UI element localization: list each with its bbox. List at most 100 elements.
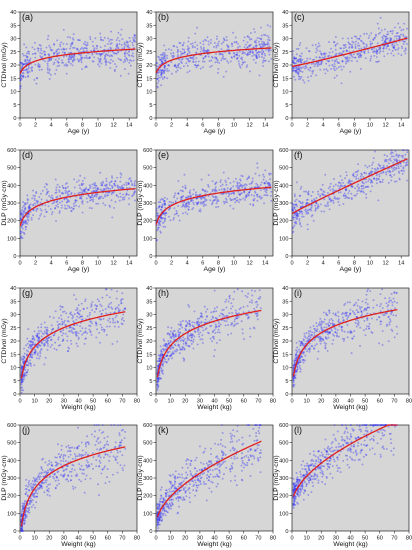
data-point	[126, 59, 129, 62]
data-point	[342, 47, 345, 50]
data-point	[38, 217, 40, 220]
data-point	[89, 187, 91, 189]
data-point	[26, 194, 29, 197]
data-point	[331, 322, 334, 325]
data-point	[67, 320, 70, 323]
data-point	[76, 48, 79, 51]
data-point	[295, 53, 298, 56]
data-point	[387, 181, 390, 184]
data-point	[234, 201, 237, 204]
data-point	[58, 186, 61, 188]
data-point	[387, 304, 390, 307]
data-point	[211, 331, 214, 334]
data-point	[166, 70, 168, 73]
data-point	[231, 305, 234, 308]
data-point	[190, 332, 193, 335]
data-point	[396, 332, 399, 335]
data-point	[89, 320, 92, 323]
data-point	[395, 153, 398, 156]
data-point	[361, 190, 364, 193]
data-point	[403, 50, 406, 53]
data-point	[166, 351, 169, 354]
data-point	[124, 55, 127, 58]
data-point	[113, 52, 116, 55]
data-point	[74, 199, 77, 202]
data-point	[402, 167, 405, 170]
data-point	[160, 377, 163, 380]
data-point	[57, 61, 60, 64]
data-point	[40, 49, 43, 52]
data-point	[22, 72, 25, 75]
data-point	[371, 48, 374, 51]
data-point	[392, 46, 395, 48]
data-point	[28, 52, 31, 55]
data-point	[253, 194, 256, 197]
data-point	[239, 192, 242, 195]
data-point	[236, 57, 239, 60]
data-point	[357, 177, 360, 180]
data-point	[297, 60, 300, 63]
data-point	[216, 306, 219, 309]
data-point	[370, 317, 373, 320]
data-point	[371, 42, 374, 45]
data-point	[187, 304, 190, 306]
data-point	[242, 305, 245, 308]
data-point	[202, 205, 205, 207]
data-point	[103, 444, 106, 447]
data-point	[56, 60, 59, 63]
data-point	[105, 180, 108, 183]
data-point	[291, 209, 294, 212]
data-point	[383, 314, 386, 316]
data-point	[61, 61, 63, 64]
data-point	[127, 193, 130, 196]
data-point	[114, 63, 116, 65]
data-point	[92, 187, 95, 189]
data-point	[227, 195, 230, 198]
data-point	[81, 211, 84, 214]
data-point	[156, 82, 159, 85]
data-point	[357, 299, 360, 301]
data-point	[247, 194, 249, 197]
data-point	[314, 204, 317, 207]
data-point	[319, 50, 321, 53]
data-point	[104, 307, 107, 310]
data-point	[383, 55, 386, 58]
data-point	[128, 203, 131, 206]
y-tick-label: 40	[146, 10, 152, 16]
data-point	[67, 52, 70, 55]
data-point	[187, 208, 190, 211]
data-point	[258, 196, 261, 199]
data-point	[226, 187, 229, 190]
data-point	[379, 50, 382, 53]
data-point	[327, 195, 330, 198]
data-point	[72, 59, 75, 62]
data-point	[263, 175, 266, 178]
data-point	[356, 311, 359, 314]
data-point	[105, 59, 108, 62]
data-point	[67, 330, 70, 333]
data-point	[246, 305, 249, 308]
data-point	[173, 194, 176, 197]
data-point	[121, 47, 124, 50]
data-point	[172, 217, 175, 219]
data-point	[217, 322, 220, 325]
x-tick-label: 10	[231, 261, 237, 267]
data-point	[134, 180, 137, 183]
data-point	[84, 47, 87, 50]
x-tick-label: 2	[306, 261, 309, 267]
data-point	[216, 42, 219, 45]
x-tick-label: 2	[34, 261, 37, 267]
x-tick-label: 20	[46, 536, 52, 542]
x-tick-label: 0	[290, 399, 293, 405]
data-point	[329, 185, 332, 188]
data-point	[132, 36, 135, 39]
y-axis-label: CTDIvol (mGy)	[273, 42, 280, 87]
data-point	[121, 38, 124, 41]
data-point	[43, 491, 46, 494]
data-point	[51, 211, 54, 214]
data-point	[192, 207, 195, 209]
data-point	[163, 217, 166, 220]
data-point	[103, 456, 105, 459]
data-point	[252, 203, 255, 206]
data-point	[130, 54, 133, 57]
